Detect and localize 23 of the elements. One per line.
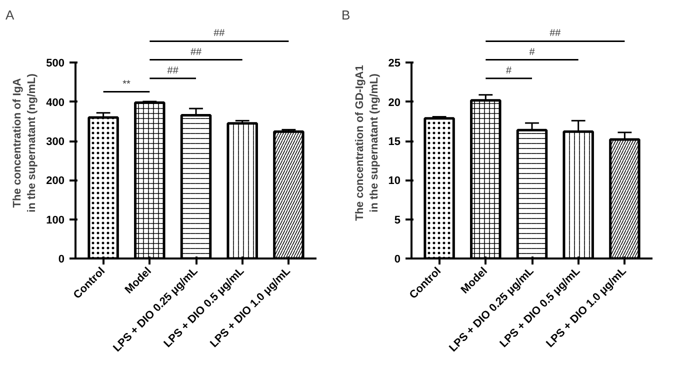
y-tick-label: 200: [46, 175, 65, 188]
y-tick-label: 100: [46, 214, 65, 226]
y-axis-title: The concentration of GD-IgA1 in the supernatant (ng/mL): [354, 65, 380, 221]
text: ##: [214, 28, 226, 40]
annotation: **: [122, 78, 130, 90]
y-tick-label: 300: [46, 136, 65, 148]
annotation: ##: [167, 65, 179, 76]
y-tick-label: 500: [46, 58, 65, 70]
text: #: [529, 46, 536, 58]
y-tick-label: 5: [394, 214, 401, 226]
y-tick-label: 15: [388, 136, 401, 148]
y-tick-label: 400: [46, 96, 65, 109]
y-axis-title: The concentration of IgA in the supernatant (ng/mL): [12, 73, 38, 212]
text: ##: [550, 28, 562, 40]
chart-title: B: [342, 8, 350, 22]
chart-title: A: [6, 8, 14, 22]
y-tick-label: 25: [388, 58, 401, 70]
y-tick-label: 10: [388, 175, 401, 188]
text: ##: [190, 46, 202, 58]
annotation: #: [506, 65, 512, 76]
y-tick-label: 0: [394, 254, 401, 266]
y-tick-label: 0: [58, 254, 65, 266]
y-tick-label: 20: [388, 96, 401, 109]
